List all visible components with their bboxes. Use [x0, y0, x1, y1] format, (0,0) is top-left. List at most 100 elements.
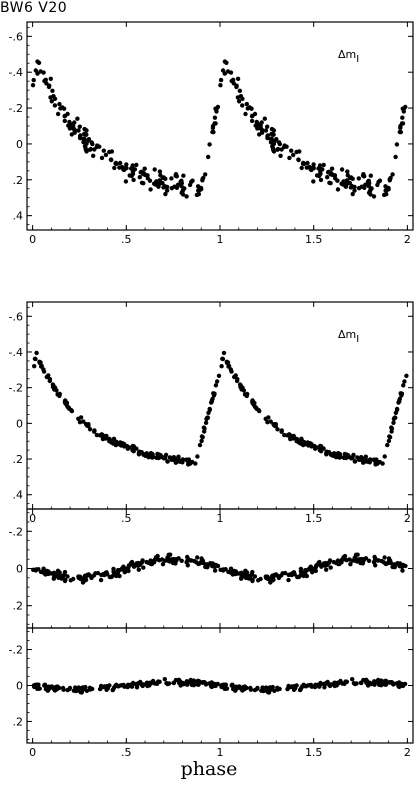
data-point: [279, 428, 284, 433]
data-point: [290, 435, 296, 440]
data-point: [82, 131, 87, 137]
data-point: [82, 126, 87, 132]
data-point: [89, 140, 94, 145]
data-point: [269, 136, 274, 141]
data-point: [99, 155, 105, 161]
data-point: [76, 416, 81, 421]
data-point: [127, 445, 132, 450]
data-point: [118, 160, 123, 166]
data-point: [320, 562, 325, 568]
data-point: [331, 559, 337, 565]
data-point: [297, 149, 302, 154]
data-point: [403, 563, 408, 569]
data-point: [291, 152, 296, 158]
data-point: [311, 179, 316, 184]
data-point: [263, 128, 269, 133]
data-point: [387, 177, 392, 182]
data-point: [107, 574, 113, 580]
data-point: [317, 163, 323, 168]
data-point: [84, 688, 90, 693]
data-point: [372, 558, 377, 563]
data-point: [190, 459, 195, 465]
data-point: [240, 96, 245, 102]
x-tick-label: 1: [217, 746, 224, 759]
data-point: [169, 176, 174, 181]
panel-3: -.2 0 .2: [9, 508, 414, 629]
data-point: [316, 173, 322, 179]
data-point: [336, 451, 341, 456]
data-point: [214, 379, 220, 384]
data-point: [273, 572, 279, 577]
x-tick-label: 1.5: [305, 746, 323, 759]
data-point: [134, 162, 139, 168]
data-point: [275, 427, 280, 432]
data-point: [77, 124, 83, 129]
data-point: [234, 83, 239, 88]
data-point: [202, 680, 208, 685]
data-point: [276, 140, 282, 145]
data-point: [78, 133, 83, 139]
data-point: [243, 111, 248, 117]
data-point: [171, 556, 177, 562]
data-point: [155, 553, 160, 559]
data-point: [176, 454, 181, 459]
data-point: [249, 118, 255, 124]
data-point: [82, 136, 87, 141]
data-point: [250, 400, 255, 406]
data-point: [306, 443, 311, 448]
data-point: [220, 356, 226, 362]
figure-title: BW6 V20: [0, 0, 68, 16]
data-point: [91, 153, 96, 158]
data-point: [198, 185, 204, 191]
data-point: [256, 125, 261, 131]
data-point: [55, 111, 61, 117]
data-point: [62, 400, 68, 406]
data-point: [353, 558, 358, 563]
data-point: [282, 144, 287, 150]
data-point: [304, 165, 309, 170]
data-point: [164, 188, 170, 193]
data-point: [71, 576, 76, 582]
y-tick-label: .2: [13, 600, 24, 613]
data-point: [357, 457, 362, 462]
data-point: [90, 686, 95, 692]
data-point: [186, 462, 191, 467]
data-point: [265, 688, 270, 693]
data-point: [219, 364, 224, 369]
data-point: [400, 568, 405, 573]
x-tick-label: 2: [404, 512, 411, 525]
y-tick-label: -.2: [9, 102, 23, 115]
data-point: [318, 447, 323, 452]
data-point: [55, 392, 60, 397]
data-point: [277, 686, 282, 692]
data-point: [141, 565, 146, 570]
data-point: [267, 685, 273, 690]
data-point: [69, 122, 75, 127]
data-point: [321, 162, 326, 168]
data-point: [228, 70, 234, 75]
data-point: [98, 577, 104, 583]
data-point: [367, 458, 372, 463]
data-point: [85, 139, 90, 144]
data-point: [33, 356, 38, 362]
data-point: [76, 128, 81, 133]
data-point: [255, 685, 260, 691]
data-point: [206, 154, 211, 160]
data-point: [325, 561, 331, 566]
data-point: [311, 566, 316, 571]
data-point: [386, 185, 391, 191]
data-point: [87, 427, 93, 432]
data-point: [176, 459, 181, 464]
data-point: [383, 188, 388, 193]
data-point: [134, 685, 140, 690]
data-point: [105, 572, 110, 577]
data-point: [223, 682, 228, 687]
data-point: [99, 685, 104, 690]
data-point: [372, 554, 377, 560]
data-point: [147, 178, 153, 183]
data-point: [286, 577, 291, 583]
x-tick-label: 0: [29, 512, 36, 525]
data-point: [143, 453, 148, 458]
data-point: [117, 568, 122, 573]
x-tick-label: 1.5: [305, 233, 323, 246]
